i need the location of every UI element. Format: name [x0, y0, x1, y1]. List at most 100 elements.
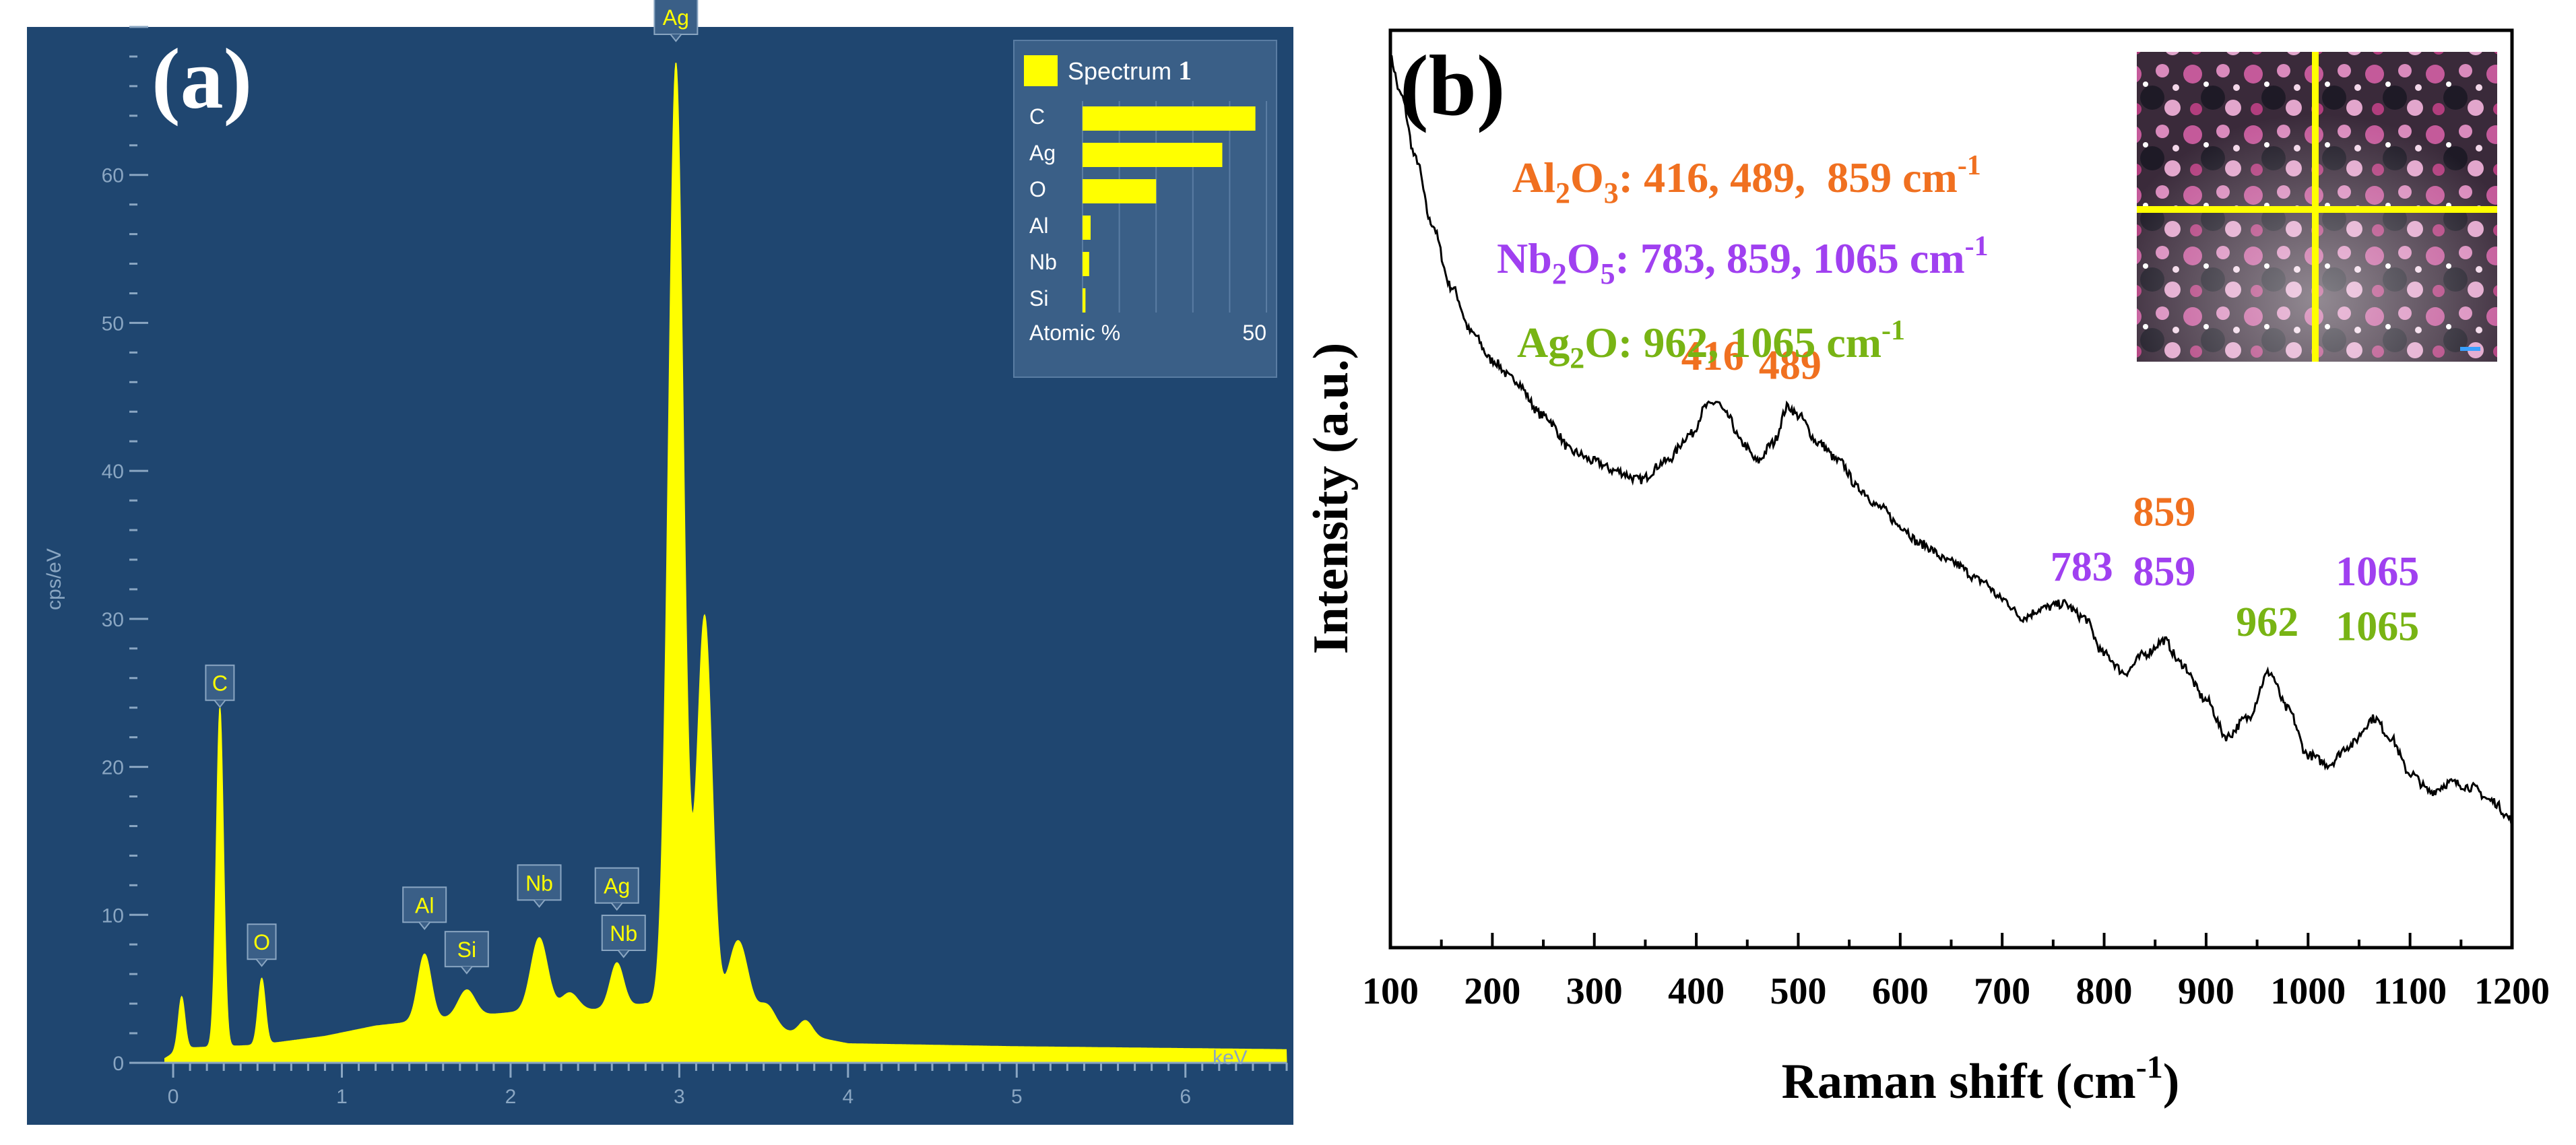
eds-y-tick-label: 60 — [102, 165, 124, 187]
raman-legend-line: Nb2O5: 783, 859, 1065 cm-1 — [1497, 231, 1989, 290]
eds-legend-title: Spectrum 1 — [1068, 55, 1192, 86]
eds-legend-row-label: Nb — [1029, 250, 1057, 274]
eds-legend-axis-max: 50 — [1242, 321, 1266, 345]
raman-legend-formula-part: 2 — [1570, 341, 1584, 374]
eds-peak-label-text: Al — [415, 893, 434, 917]
eds-peak-label-pointer — [461, 966, 473, 975]
eds-legend-swatch — [1024, 55, 1058, 86]
eds-legend-bar — [1083, 252, 1089, 276]
micrograph-scale-bar — [2460, 347, 2480, 351]
raman-legend-formula-part: O — [1570, 154, 1604, 201]
eds-peak-label: Ag — [594, 867, 639, 911]
eds-peak-label-box — [653, 0, 699, 35]
raman-peak-label: 859 — [2133, 549, 2195, 595]
raman-x-tick-label: 700 — [1974, 971, 2030, 1012]
eds-peak-label: Nb — [517, 864, 562, 908]
eds-peak-label-box — [517, 864, 562, 901]
raman-x-tick-label: 400 — [1668, 971, 1725, 1012]
eds-peak-label: Al — [402, 886, 447, 930]
raman-peak-label: 859 — [2133, 489, 2195, 535]
raman-peak-label: 962 — [2236, 599, 2298, 645]
eds-peak-label: Ag — [653, 0, 699, 42]
eds-peak-label: O — [247, 923, 277, 967]
eds-y-tick-label: 50 — [102, 313, 124, 335]
eds-legend-bar — [1083, 143, 1223, 167]
eds-peak-label-text: O — [253, 930, 270, 954]
raman-peak-label: 416 — [1681, 333, 1744, 379]
raman-x-tick-label: 1100 — [2373, 971, 2447, 1012]
raman-legend-formula-part: 5 — [1601, 257, 1615, 290]
raman-legend-peaks: : 416, 489, 859 cm — [1619, 154, 1958, 201]
eds-legend-bar — [1083, 288, 1086, 313]
raman-peak-label: 489 — [1759, 343, 1822, 389]
raman-x-tick-label: 800 — [2076, 971, 2133, 1012]
eds-spectrum-area — [164, 63, 1287, 1064]
eds-peak-label-text: Ag — [604, 874, 630, 898]
eds-peak-label-box — [444, 931, 489, 968]
eds-axes: 0 10 20 30 40 50 60 0 1 2 3 4 5 6 — [102, 26, 1288, 1108]
eds-y-tick-label: 20 — [102, 757, 124, 779]
eds-legend-row-label: Si — [1029, 286, 1048, 310]
eds-legend-bars: C Ag O Al Nb Si — [1029, 101, 1267, 313]
eds-xunit: keV — [1213, 1047, 1248, 1069]
eds-peak-labels: C O Al Si Nb Ag Nb Ag — [205, 0, 699, 975]
raman-legend-formula-part: 2 — [1552, 257, 1567, 290]
eds-peak-label: Si — [444, 931, 489, 975]
eds-legend-bar — [1083, 106, 1256, 131]
eds-peak-label-pointer — [214, 700, 226, 709]
eds-peak-label-text: Nb — [610, 921, 637, 946]
raman-legend-formula-part: Ag — [1517, 319, 1570, 366]
eds-legend: Spectrum 1 C Ag O Al Nb Si Atomic % 50 — [1013, 40, 1277, 378]
eds-x-tick-label: 2 — [505, 1086, 517, 1108]
raman-x-tick-label: 200 — [1464, 971, 1520, 1012]
eds-y-tick-label: 30 — [102, 609, 124, 631]
eds-legend-row-label: Al — [1029, 214, 1048, 238]
eds-peak-label-pointer — [533, 899, 546, 908]
eds-legend-row-label: C — [1029, 104, 1045, 129]
eds-x-tick-label: 4 — [842, 1086, 854, 1108]
eds-peak-label: Nb — [601, 915, 646, 958]
eds-peak-label-pointer — [610, 903, 623, 911]
eds-peak-label-pointer — [617, 950, 630, 958]
eds-y-tick-label: 0 — [112, 1053, 124, 1075]
raman-panel: 100 200 300 400 500 600 700 800 900 1000 1100 1200 … — [1303, 28, 2550, 1109]
raman-peak-label: 1065 — [2336, 604, 2419, 650]
eds-legend-row-label: O — [1029, 177, 1046, 201]
raman-legend-formula-part: 3 — [1604, 176, 1619, 209]
eds-peak-label-pointer — [670, 34, 682, 42]
raman-x-tick-label: 500 — [1770, 971, 1826, 1012]
raman-peak-label: 783 — [2051, 544, 2113, 590]
eds-x-tick-label: 1 — [336, 1086, 348, 1108]
eds-y-tick-label: 40 — [102, 461, 124, 483]
raman-series-line — [1389, 55, 2513, 824]
eds-peak-label-pointer — [418, 921, 430, 930]
micrograph-inset — [2137, 52, 2497, 362]
raman-x-tick-label: 1000 — [2270, 971, 2346, 1012]
raman-ylabel: Intensity (a.u.) — [1303, 343, 1359, 655]
eds-peak-label-pointer — [255, 958, 268, 967]
raman-peak-label: 1065 — [2336, 549, 2419, 595]
eds-legend-bar — [1083, 216, 1091, 240]
raman-x-tick-label: 900 — [2178, 971, 2234, 1012]
eds-x-tick-label: 3 — [674, 1086, 685, 1108]
eds-peak-label: C — [205, 664, 235, 709]
eds-peak-label-box — [594, 867, 639, 904]
raman-legend-line: Ag2O: 962, 1065 cm-1 — [1517, 315, 1905, 374]
raman-xlabel: Raman shift (cm-1) — [1782, 1049, 2180, 1109]
raman-legend-formula-part: 2 — [1555, 176, 1570, 209]
raman-legend-peaks: : 962, 1065 cm — [1618, 319, 1881, 366]
eds-legend-row-label: Ag — [1029, 141, 1056, 165]
raman-legend-superscript: -1 — [1881, 315, 1905, 346]
eds-peak-label-text: Ag — [663, 5, 689, 30]
raman-axes: 100 200 300 400 500 600 700 800 900 1000 1100 1200 — [1362, 933, 2550, 1012]
raman-x-tick-label: 600 — [1872, 971, 1929, 1012]
micrograph-crosshair-horizontal — [2137, 206, 2497, 213]
raman-legend-peaks: : 783, 859, 1065 cm — [1615, 234, 1965, 282]
eds-ylabel: cps/eV — [43, 548, 65, 610]
raman-legend-superscript: -1 — [1965, 231, 1989, 262]
raman-legend-formula-part: O — [1584, 319, 1618, 366]
raman-x-tick-label: 300 — [1566, 971, 1623, 1012]
